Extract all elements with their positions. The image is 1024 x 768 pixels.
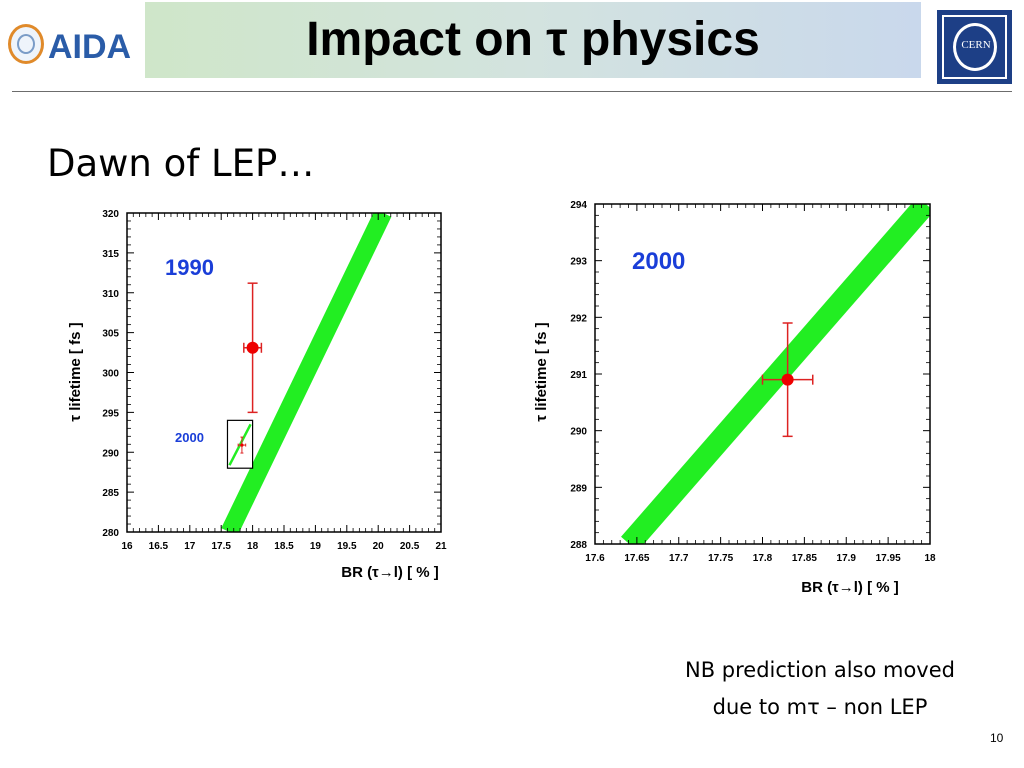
- y-tick-label: 305: [102, 329, 119, 340]
- y-tick-label: 294: [570, 200, 587, 211]
- prediction-band: [621, 204, 930, 544]
- y-tick-label: 290: [570, 427, 587, 438]
- x-tick-label: 17.75: [708, 553, 733, 564]
- chart-svg: 17.6 17.65 17.7 17.75 17.8 17.85 17.9 17.95 18 28…: [533, 200, 936, 596]
- x-tick-label: 20: [373, 541, 385, 552]
- y-tick-label: 289: [570, 483, 587, 494]
- x-tick-label: 17.95: [876, 553, 901, 564]
- note-text: NB prediction also moved due to mτ – non…: [640, 652, 1000, 726]
- y-tick-label: 315: [102, 249, 119, 260]
- x-tick-label: 17: [184, 541, 196, 552]
- title-bar: Impact on τ physics: [145, 2, 921, 78]
- prediction-band: [221, 213, 392, 532]
- x-tick-label: 17.7: [669, 553, 689, 564]
- y-tick-label: 310: [102, 289, 119, 300]
- y-tick-label: 285: [102, 488, 119, 499]
- y-tick-label: 291: [570, 370, 587, 381]
- aida-emblem-icon: [8, 24, 44, 64]
- y-tick-label: 292: [570, 313, 587, 324]
- header-divider: [12, 91, 1012, 92]
- inset-data-point: [240, 443, 244, 447]
- chart-1990: 16 16.5 17 17.5 18 18.5 19 19.5 20 20.5 21 280 285 29…: [60, 200, 460, 590]
- x-tick-label: 19: [310, 541, 322, 552]
- x-axis-label: BR (τ→l) [ % ]: [801, 579, 899, 596]
- data-point: [246, 341, 259, 354]
- page-title: Impact on τ physics: [306, 13, 760, 66]
- y-tick-label: 280: [102, 528, 119, 539]
- chart-2000: 17.6 17.65 17.7 17.75 17.8 17.85 17.9 17.95 18 28…: [520, 192, 940, 602]
- y-tick-label: 300: [102, 369, 119, 380]
- x-tick-label: 20.5: [400, 541, 420, 552]
- note-line-1: NB prediction also moved: [685, 658, 955, 682]
- cern-logo: CERN: [937, 10, 1012, 84]
- inset-year-annotation: 2000: [175, 430, 204, 445]
- aida-logo: AIDA: [4, 18, 132, 74]
- cern-emblem-icon: [953, 23, 997, 71]
- x-tick-label: 18.5: [274, 541, 294, 552]
- y-axis-label: τ lifetime [ fs ]: [67, 322, 84, 421]
- aida-logo-text: AIDA: [48, 28, 132, 66]
- y-tick-label: 320: [102, 209, 119, 220]
- x-tick-label: 19.5: [337, 541, 357, 552]
- x-tick-label: 18: [247, 541, 259, 552]
- x-tick-label: 17.65: [624, 553, 649, 564]
- page-number: 10: [990, 731, 1004, 745]
- data-point: [781, 373, 794, 386]
- x-axis-label: BR (τ→l) [ % ]: [341, 564, 439, 581]
- x-tick-label: 17.8: [753, 553, 773, 564]
- y-tick-label: 288: [570, 540, 587, 551]
- note-line-2: due to mτ – non LEP: [712, 695, 928, 719]
- x-tick-label: 17.5: [211, 541, 231, 552]
- chart-svg: 16 16.5 17 17.5 18 18.5 19 19.5 20 20.5 21 280 285 29…: [67, 209, 447, 581]
- year-annotation: 2000: [632, 248, 685, 275]
- y-tick-label: 293: [570, 257, 587, 268]
- x-tick-label: 17.85: [792, 553, 817, 564]
- x-tick-label: 18: [924, 553, 936, 564]
- cern-logo-text: CERN: [961, 39, 991, 51]
- x-tick-label: 17.9: [837, 553, 857, 564]
- x-tick-label: 16.5: [149, 541, 169, 552]
- x-tick-label: 17.6: [585, 553, 605, 564]
- year-annotation: 1990: [165, 255, 214, 280]
- y-tick-label: 295: [102, 408, 119, 419]
- y-tick-label: 290: [102, 448, 119, 459]
- y-axis-label: τ lifetime [ fs ]: [533, 322, 550, 421]
- cern-logo-frame: CERN: [942, 15, 1007, 79]
- x-tick-label: 16: [121, 541, 133, 552]
- x-tick-label: 21: [435, 541, 447, 552]
- subheading: Dawn of LEP…: [47, 142, 315, 185]
